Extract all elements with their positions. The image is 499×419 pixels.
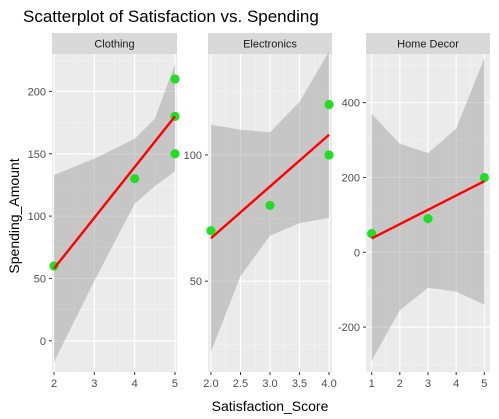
- x-tick-label: 1: [369, 378, 375, 390]
- data-point: [423, 214, 433, 224]
- y-tick-label: 400: [342, 98, 360, 110]
- y-tick-label: 50: [34, 273, 46, 285]
- y-tick-label: 0: [354, 247, 360, 259]
- facet-strip-label: Clothing: [94, 39, 134, 51]
- y-tick-label: -200: [338, 322, 360, 334]
- regression-line: [371, 180, 485, 240]
- regression-line: [53, 115, 176, 270]
- y-tick-label: 100: [28, 211, 46, 223]
- data-point: [170, 149, 180, 159]
- x-tick-label: 4: [132, 378, 138, 390]
- x-tick-label: 4.0: [321, 378, 336, 390]
- x-tick-label: 2: [397, 378, 403, 390]
- x-tick-label: 3.5: [292, 378, 307, 390]
- data-point: [206, 226, 216, 236]
- facet-electronics: Electronics 2.0 2.5 3.0 3.5 4.0 50 100: [184, 33, 337, 390]
- x-tick-label: 2.5: [233, 378, 248, 390]
- facet-strip: [366, 33, 490, 54]
- facet-home-decor: Home Decor 1 2 3 4 5 -200 0 200 400: [338, 33, 490, 390]
- x-tick-label: 4: [453, 378, 459, 390]
- confidence-band: [54, 64, 175, 362]
- y-tick-label: 200: [28, 86, 46, 98]
- facet-strip: [208, 33, 332, 54]
- data-point: [265, 200, 275, 211]
- facet-strip-label: Home Decor: [397, 39, 459, 51]
- x-tick-label: 2: [51, 378, 57, 390]
- x-tick-label: 5: [172, 378, 178, 390]
- facet-strip-label: Electronics: [243, 39, 297, 51]
- data-point: [479, 172, 489, 183]
- data-point: [367, 228, 377, 239]
- y-tick-label: 50: [190, 276, 202, 288]
- data-point: [324, 150, 334, 160]
- y-tick-label: 0: [40, 336, 46, 348]
- data-point: [324, 99, 334, 110]
- y-tick-label: 100: [184, 150, 202, 162]
- x-tick-label: 3.0: [262, 378, 277, 390]
- data-point: [130, 174, 140, 184]
- chart-title: Scatterplot of Satisfaction vs. Spending: [23, 7, 319, 26]
- y-tick-label: 150: [28, 149, 46, 161]
- x-tick-label: 5: [481, 378, 487, 390]
- y-axis-title: Spending_Amount: [6, 158, 22, 273]
- x-axis-title: Satisfaction_Score: [212, 398, 329, 414]
- x-tick-label: 2.0: [203, 378, 218, 390]
- x-tick-label: 3: [425, 378, 431, 390]
- facet-strip: [52, 33, 177, 54]
- regression-line: [210, 133, 330, 240]
- y-tick-label: 200: [342, 172, 360, 184]
- data-point: [170, 74, 180, 84]
- x-tick-label: 3: [91, 378, 97, 390]
